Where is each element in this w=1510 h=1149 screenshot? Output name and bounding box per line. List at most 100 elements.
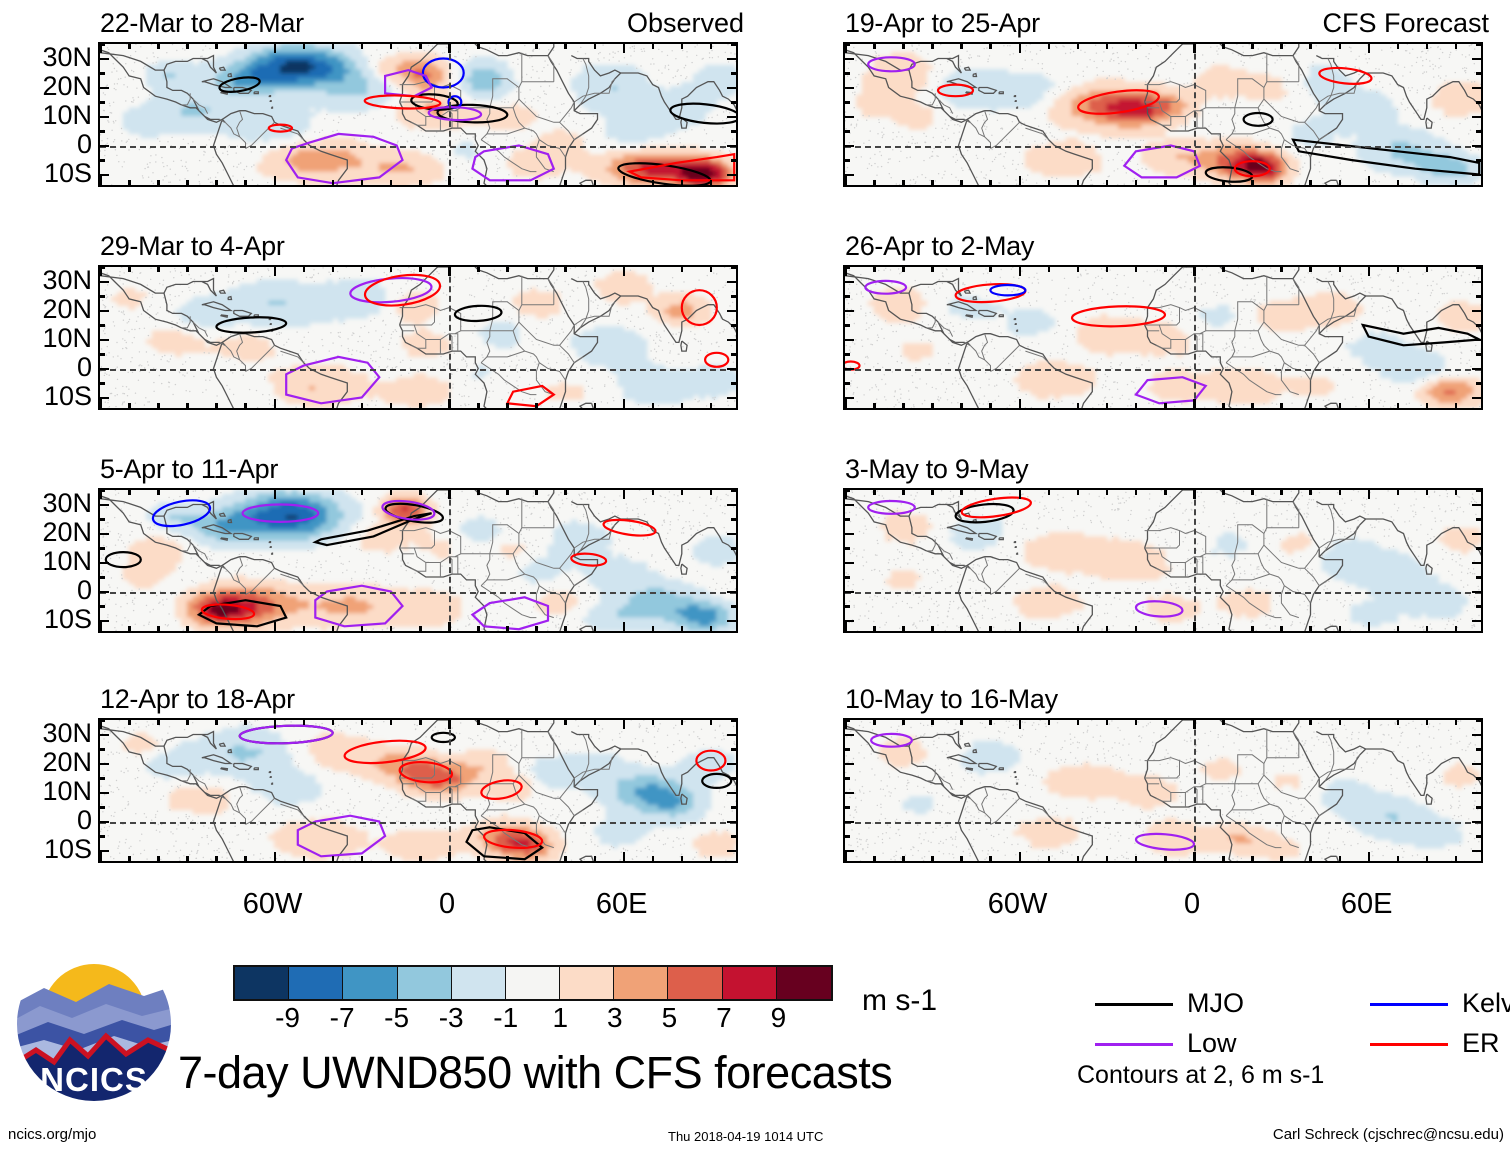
equator-line (845, 591, 1481, 594)
y-tick (727, 309, 736, 312)
x-tick (1222, 490, 1225, 495)
x-tick (1309, 403, 1312, 408)
y-tick (1472, 561, 1481, 564)
x-tick (1193, 720, 1196, 729)
y-tick (727, 561, 736, 564)
x-tick (100, 176, 102, 185)
y-tick (100, 748, 105, 751)
x-tick (1105, 267, 1109, 272)
x-tick (1134, 490, 1138, 495)
x-tick (651, 44, 655, 49)
x-tick (1193, 622, 1196, 631)
x-tick (100, 44, 102, 53)
x-tick (1280, 44, 1283, 49)
x-tick (128, 626, 131, 631)
x-tick (845, 44, 847, 53)
y-tick (845, 267, 850, 269)
x-tick (709, 267, 713, 272)
x-tick (535, 626, 538, 631)
x-tick (845, 622, 847, 631)
x-tick (845, 267, 847, 276)
x-tick (931, 267, 934, 272)
y-tick (845, 338, 854, 341)
x-tick (273, 490, 277, 499)
x-tick (873, 626, 876, 631)
y-tick (845, 748, 850, 751)
y-tick (100, 367, 109, 370)
x-tick (709, 403, 713, 408)
x-tick (1164, 856, 1167, 861)
y-tick (1476, 295, 1481, 298)
x-tick (1047, 490, 1051, 495)
x-tick (622, 622, 626, 631)
x-tick (873, 403, 876, 408)
y-tick (100, 518, 105, 521)
x-tick (1222, 180, 1225, 185)
equator-line (100, 821, 736, 824)
x-tick (1454, 180, 1458, 185)
y-tick (845, 57, 854, 60)
y-tick (845, 576, 850, 579)
x-tick (244, 403, 247, 408)
y-tick (727, 280, 736, 283)
y-tick (1472, 173, 1481, 176)
y-tick (1472, 532, 1481, 535)
y-tick (731, 518, 736, 521)
x-tick (419, 403, 422, 408)
x-tick (1338, 490, 1342, 495)
y-tick (845, 396, 854, 399)
x-tick (1280, 267, 1283, 272)
x-tick (989, 626, 992, 631)
x-tick (902, 180, 905, 185)
x-tick (389, 403, 393, 408)
x-tick (593, 856, 597, 861)
x-tick (1164, 267, 1167, 272)
x-tick (1076, 626, 1080, 631)
x-tick (1309, 267, 1312, 272)
y-tick (845, 835, 850, 838)
legend-line-er (1370, 1043, 1448, 1046)
x-tick (1280, 720, 1283, 725)
colorbar-tick: 1 (552, 1002, 569, 1033)
colorbar-tick: 9 (770, 1002, 787, 1033)
legend-line-kelvin-x2 (1370, 1003, 1448, 1006)
y-tick (731, 547, 736, 550)
x-tick (302, 626, 306, 631)
x-tick (215, 626, 218, 631)
footer-author: Carl Schreck (cjschrec@ncsu.edu) (1272, 1126, 1504, 1143)
x-tick (419, 44, 422, 49)
x-tick (564, 44, 567, 49)
x-tick (244, 626, 247, 631)
x-tick (302, 856, 306, 861)
contour-note: Contours at 2, 6 m s-1 (1077, 1061, 1325, 1089)
x-tick (157, 180, 160, 185)
panel-title: 10-May to 16-May (845, 684, 1058, 714)
x-tick (128, 44, 131, 49)
y-tick (100, 503, 109, 506)
x-tick (989, 267, 992, 272)
x-tick (477, 44, 480, 49)
y-tick (727, 820, 736, 823)
x-tick (651, 720, 655, 725)
y-tick (1472, 762, 1481, 765)
y-tick (845, 309, 854, 312)
y-tick (100, 835, 105, 838)
equator-line (845, 821, 1481, 824)
x-tick (1047, 856, 1051, 861)
x-tick (535, 267, 538, 272)
x-tick (1018, 176, 1022, 185)
y-tick (100, 280, 109, 283)
x-tick (477, 720, 480, 725)
x-tick (931, 720, 934, 725)
footer-site-link[interactable]: ncics.org/mjo (8, 1126, 97, 1143)
x-tick (157, 490, 160, 495)
y-axis-label: 0 (76, 351, 92, 382)
x-tick (477, 490, 480, 495)
x-tick (989, 44, 992, 49)
y-tick (845, 44, 850, 46)
x-tick (186, 44, 189, 49)
y-tick (1476, 101, 1481, 104)
x-tick (1425, 267, 1429, 272)
x-tick (1454, 44, 1458, 49)
map-panel-8 (843, 718, 1483, 863)
